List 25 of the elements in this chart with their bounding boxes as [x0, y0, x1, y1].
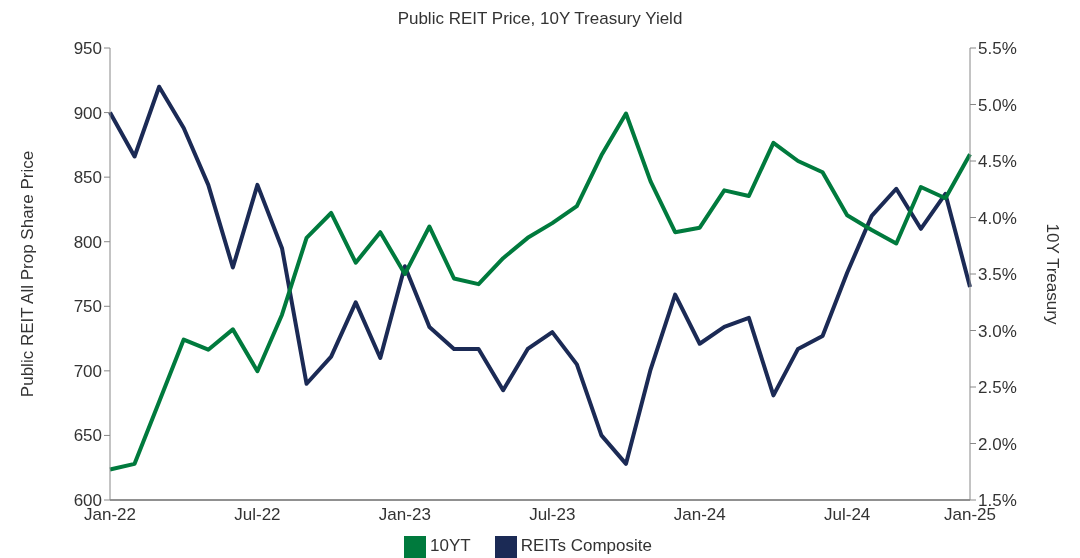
legend-label: 10YT — [430, 536, 471, 556]
chart-title: Public REIT Price, 10Y Treasury Yield — [396, 8, 684, 30]
y2-axis-title: 10Y Treasury — [1042, 223, 1062, 325]
x-tick-label: Jul-23 — [529, 505, 576, 525]
x-tick-label: Jul-22 — [234, 505, 281, 525]
y-tick-label: 950 — [73, 39, 102, 59]
legend-label: REITs Composite — [520, 536, 652, 556]
y2-tick-label: 3.0% — [978, 321, 1017, 341]
x-tick-label: Jan-23 — [378, 505, 431, 525]
y2-tick-label: 4.0% — [978, 208, 1017, 228]
y-tick-label: 700 — [73, 361, 102, 381]
x-tick-label: Jan-24 — [673, 505, 726, 525]
y-axis-title: Public REIT All Prop Share Price — [18, 150, 38, 398]
y2-tick-label: 3.5% — [978, 265, 1017, 285]
y-tick-label: 900 — [73, 103, 102, 123]
y2-tick-label: 2.5% — [978, 378, 1017, 398]
x-tick-label: Jul-24 — [823, 505, 871, 525]
y-tick-label: 850 — [73, 168, 102, 188]
y2-tick-label: 2.0% — [978, 434, 1017, 454]
y2-tick-label: 5.0% — [978, 95, 1017, 115]
y-tick-label: 650 — [73, 426, 102, 446]
y2-tick-label: 4.5% — [978, 152, 1017, 172]
y2-tick-label: 5.5% — [978, 39, 1017, 59]
y-tick-label: 800 — [73, 232, 102, 252]
y-tick-label: 750 — [73, 297, 102, 317]
